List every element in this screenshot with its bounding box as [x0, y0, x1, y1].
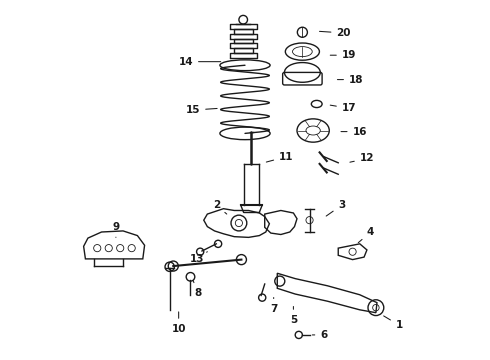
Text: 19: 19: [330, 50, 356, 60]
Text: 12: 12: [350, 153, 374, 163]
Text: 8: 8: [193, 280, 202, 298]
Text: 1: 1: [384, 316, 403, 330]
Text: 18: 18: [338, 75, 364, 85]
Text: 14: 14: [178, 57, 220, 67]
Text: 20: 20: [319, 28, 351, 38]
Text: 16: 16: [341, 127, 367, 136]
Text: 15: 15: [186, 105, 217, 115]
Text: 4: 4: [358, 227, 374, 243]
Text: 6: 6: [312, 330, 327, 340]
Text: 10: 10: [172, 312, 186, 334]
Text: 7: 7: [270, 297, 277, 314]
Text: 13: 13: [189, 252, 207, 264]
Text: 11: 11: [267, 152, 294, 162]
Text: 17: 17: [330, 103, 356, 113]
Text: 3: 3: [326, 200, 345, 216]
Text: 5: 5: [290, 306, 297, 325]
Text: 2: 2: [213, 200, 227, 214]
Text: 9: 9: [112, 222, 120, 237]
